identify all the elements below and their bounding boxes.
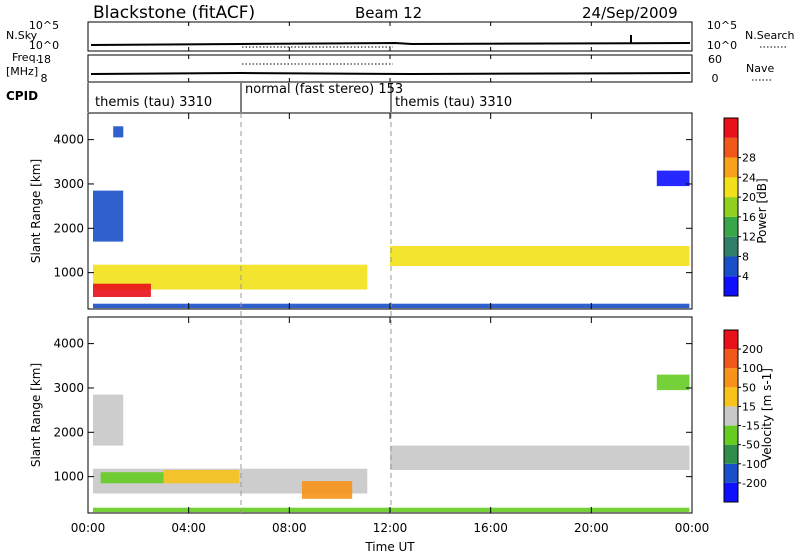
colorbar-swatch bbox=[724, 216, 738, 237]
y-tick-label: 2000 bbox=[53, 425, 84, 439]
nave-tick-top: 60 bbox=[708, 53, 722, 66]
nsky-tick-top: 10^5 bbox=[29, 19, 59, 32]
colorbar-tick-label: 8 bbox=[742, 250, 749, 263]
velocity-heatmap: 1000 2000 3000 4000 Slant Range [km] bbox=[29, 316, 693, 514]
time-axis-label: Time UT bbox=[364, 540, 415, 554]
power-colorbar-label: Power [dB] bbox=[755, 178, 769, 243]
colorbar-tick-label: -15 bbox=[742, 420, 760, 433]
y-tick-label: 2000 bbox=[53, 221, 84, 235]
nsky-label: N.Sky bbox=[6, 29, 38, 42]
colorbar-tick-label: 16 bbox=[742, 211, 756, 224]
y-tick-label: 1000 bbox=[53, 266, 84, 280]
nsky-tick-bottom: 10^0 bbox=[29, 39, 59, 52]
colorbar-tick-label: 24 bbox=[742, 171, 756, 184]
power-region-5 bbox=[390, 246, 690, 266]
power-colorbar: 4 8 12 16 20 24 28 bbox=[723, 117, 756, 297]
velocity-colorbar: 200 100 50 15 -15 -50 -100 -200 bbox=[723, 329, 767, 503]
colorbar-frame bbox=[723, 117, 739, 297]
beam-title: Beam 12 bbox=[355, 4, 422, 22]
colorbar-swatch bbox=[724, 330, 738, 350]
y-tick-label: 1000 bbox=[53, 470, 84, 484]
freq-tick-bottom: 8 bbox=[41, 72, 48, 85]
nsearch-label: N.Search bbox=[745, 29, 795, 42]
colorbar-swatch bbox=[724, 137, 738, 158]
colorbar-tick-label: 28 bbox=[742, 152, 756, 165]
x-tick-label: 00:00 bbox=[71, 521, 106, 535]
colorbar-swatch bbox=[724, 118, 738, 138]
y-tick-label: 3000 bbox=[53, 177, 84, 191]
colorbar-tick-label: -50 bbox=[742, 439, 760, 452]
nsearch-tick-bottom: 10^0 bbox=[707, 39, 737, 52]
velocity-region-5 bbox=[93, 394, 124, 446]
colorbar-tick-label: 200 bbox=[742, 343, 763, 356]
velocity-ylabel: Slant Range [km] bbox=[29, 363, 43, 467]
cpid-label: CPID bbox=[6, 89, 38, 103]
colorbar-swatch bbox=[724, 425, 738, 445]
x-tick-label: 08:00 bbox=[272, 521, 307, 535]
time-axis-ticks: 00:00 04:00 08:00 12:00 16:00 20:00 00:00 bbox=[71, 22, 710, 535]
colorbar-swatch bbox=[724, 387, 738, 407]
cpid-segment-label-1: themis (tau) 3310 bbox=[95, 95, 212, 110]
x-tick-label: 12:00 bbox=[373, 521, 408, 535]
cpid-segment-label-3: themis (tau) 3310 bbox=[395, 95, 512, 110]
x-tick-label: 16:00 bbox=[473, 521, 508, 535]
velocity-region-7 bbox=[656, 374, 690, 391]
colorbar-swatch bbox=[724, 406, 738, 426]
y-tick-label: 4000 bbox=[53, 133, 84, 147]
colorbar-swatch bbox=[724, 368, 738, 388]
colorbar-swatch bbox=[724, 349, 738, 369]
velocity-region-4 bbox=[301, 481, 353, 499]
colorbar-swatch bbox=[724, 444, 738, 464]
colorbar-swatch bbox=[724, 157, 738, 178]
colorbar-tick-label: 15 bbox=[742, 400, 756, 413]
colorbar-tick-label: 12 bbox=[742, 231, 756, 244]
freq-label: Freq. bbox=[12, 51, 39, 64]
velocity-region-2 bbox=[100, 472, 164, 484]
colorbar-swatch bbox=[724, 276, 738, 296]
colorbar-swatch bbox=[724, 256, 738, 277]
colorbar-swatch bbox=[724, 177, 738, 198]
colorbar-swatch bbox=[724, 236, 738, 257]
power-marks bbox=[93, 126, 690, 309]
cpid-segment-label-2: normal (fast stereo) 153 bbox=[245, 82, 403, 97]
power-region-3 bbox=[93, 190, 124, 242]
colorbar-swatch bbox=[724, 197, 738, 217]
colorbar-tick-label: -100 bbox=[742, 458, 767, 471]
x-tick-label: 04:00 bbox=[171, 521, 206, 535]
y-tick-label: 4000 bbox=[53, 337, 84, 351]
velocity-region-3 bbox=[163, 470, 239, 484]
colorbar-tick-label: 4 bbox=[742, 270, 749, 283]
colorbar-frame bbox=[723, 329, 739, 503]
power-region-4 bbox=[113, 126, 124, 138]
y-tick-label: 3000 bbox=[53, 381, 84, 395]
power-heatmap: 1000 2000 3000 4000 Slant Range [km] bbox=[29, 112, 693, 310]
power-ylabel: Slant Range [km] bbox=[29, 159, 43, 263]
velocity-region-6 bbox=[390, 445, 690, 470]
freq-trace bbox=[90, 71, 691, 76]
colorbar-tick-label: 20 bbox=[742, 191, 756, 204]
power-region-6 bbox=[656, 170, 690, 187]
freq-tick-top: 18 bbox=[37, 53, 51, 66]
velocity-y-ticks: 1000 2000 3000 4000 bbox=[53, 337, 692, 484]
station-title: Blackstone (fitACF) bbox=[93, 3, 255, 23]
colorbar-swatch bbox=[724, 463, 738, 483]
colorbar-swatch bbox=[724, 482, 738, 502]
colorbar-tick-label: 100 bbox=[742, 362, 763, 375]
date-title: 24/Sep/2009 bbox=[582, 4, 678, 22]
nsearch-tick-top: 10^5 bbox=[707, 19, 737, 32]
nsky-trace bbox=[90, 41, 691, 46]
freq-unit: [MHz] bbox=[6, 65, 38, 78]
colorbar-tick-label: -200 bbox=[742, 477, 767, 490]
x-tick-label: 00:00 bbox=[675, 521, 710, 535]
power-y-ticks: 1000 2000 3000 4000 bbox=[53, 133, 692, 280]
x-tick-label: 20:00 bbox=[574, 521, 609, 535]
nave-tick-bottom: 0 bbox=[712, 72, 719, 85]
nave-label: Nave bbox=[746, 62, 774, 75]
freq-panel-frame bbox=[87, 54, 693, 83]
velocity-colorbar-label: Velocity [m s-1] bbox=[760, 368, 774, 462]
power-region-2 bbox=[93, 283, 151, 297]
colorbar-tick-label: 50 bbox=[742, 381, 756, 394]
